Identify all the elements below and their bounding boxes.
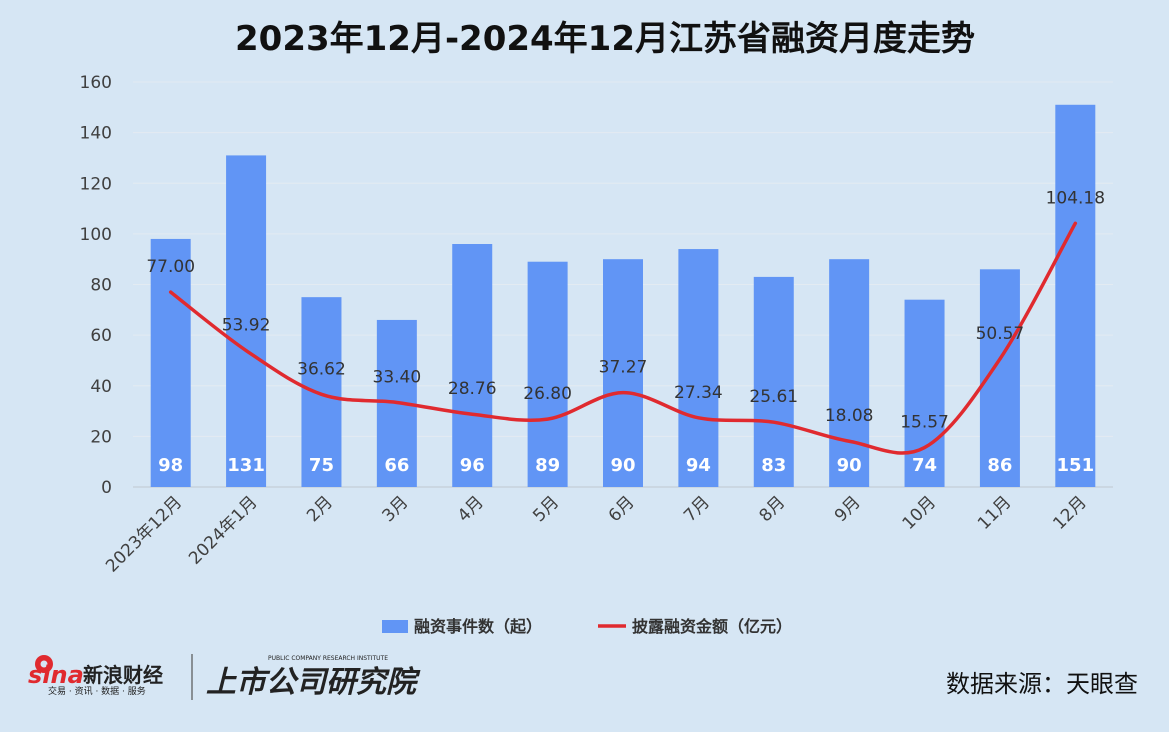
sina-finance-text: 新浪财经 (83, 663, 163, 687)
line-data-label: 27.34 (674, 383, 723, 403)
bar-labels: 98 131 75 66 96 89 90 94 83 90 74 86 151 (158, 455, 1094, 476)
bar (150, 238, 191, 487)
x-tick-label: 8月 (755, 492, 789, 526)
line-data-label: 26.80 (523, 384, 572, 404)
legend-label-bar: 融资事件数（起） (414, 617, 542, 636)
line-data-label: 77.00 (146, 257, 195, 277)
line-data-label: 15.57 (900, 413, 949, 433)
line-data-label: 37.27 (599, 358, 648, 378)
x-tick-label: 4月 (454, 492, 488, 526)
research-institute-en: PUBLIC COMPANY RESEARCH INSTITUTE (268, 655, 388, 662)
sina-wordmark: sina (28, 661, 84, 689)
bar-data-label: 98 (158, 455, 183, 476)
bar-data-label: 90 (610, 455, 635, 476)
legend-label-line: 披露融资金额（亿元） (632, 617, 792, 636)
y-tick-label: 100 (80, 225, 112, 245)
legend-swatch-bar (382, 620, 408, 633)
legend: 融资事件数（起） 披露融资金额（亿元） (382, 617, 792, 636)
y-tick-label: 140 (80, 124, 112, 144)
line-data-label: 25.61 (749, 387, 798, 407)
line-data-label: 33.40 (373, 367, 422, 387)
x-tick-label: 9月 (831, 492, 865, 526)
x-tick-label: 12月 (1049, 492, 1090, 533)
bar (753, 276, 794, 487)
bar-data-label: 83 (761, 455, 786, 476)
bar-data-label: 66 (384, 455, 409, 476)
bar-data-label: 131 (227, 455, 265, 476)
y-tick-label: 120 (80, 174, 112, 194)
bar-data-label: 151 (1057, 455, 1095, 476)
x-tick-label: 10月 (899, 492, 940, 533)
bar-data-label: 75 (309, 455, 334, 476)
x-tick-label: 5月 (529, 492, 563, 526)
y-tick-label: 0 (101, 478, 112, 498)
line-data-label: 50.57 (976, 324, 1025, 344)
line-data-label: 36.62 (297, 359, 346, 379)
bar (1055, 104, 1096, 487)
line-data-label: 18.08 (825, 406, 874, 426)
line-labels: 77.00 53.92 36.62 33.40 28.76 26.80 37.27 27.34… (146, 188, 1105, 432)
line-series (168, 221, 1078, 455)
bar (527, 261, 568, 487)
research-institute-cn: 上市公司研究院 (206, 665, 421, 700)
bar-data-label: 74 (912, 455, 937, 476)
x-tick-label: 6月 (605, 492, 639, 526)
chart-title: 2023年12月-2024年12月江苏省融资月度走势 (235, 19, 975, 59)
y-axis: 0 20 40 60 80 100 120 140 160 (80, 73, 112, 498)
bar-data-label: 96 (460, 455, 485, 476)
line-data-label: 28.76 (448, 379, 497, 399)
bar-data-label: 86 (987, 455, 1012, 476)
bar-data-label: 89 (535, 455, 560, 476)
bar (904, 299, 945, 487)
x-tick-label: 2024年1月 (185, 492, 261, 568)
bar (452, 244, 493, 487)
sina-finance-logo: sina 新浪财经 交易 · 资讯 · 数据 · 服务 (28, 655, 163, 697)
data-source: 数据来源：天眼查 (946, 670, 1138, 698)
bar-series (150, 104, 1096, 487)
line-data-label: 104.18 (1046, 188, 1105, 208)
y-tick-label: 80 (90, 276, 112, 296)
x-tick-label: 3月 (379, 492, 413, 526)
bar (829, 259, 870, 487)
y-tick-label: 20 (90, 427, 112, 447)
bar (301, 297, 342, 487)
research-institute-logo: PUBLIC COMPANY RESEARCH INSTITUTE 上市公司研究… (206, 655, 421, 700)
x-tick-label: 2月 (303, 492, 337, 526)
bar (678, 249, 719, 487)
bar-data-label: 94 (686, 455, 711, 476)
sina-finance-subtext: 交易 · 资讯 · 数据 · 服务 (48, 685, 146, 697)
y-tick-label: 160 (80, 73, 112, 93)
x-tick-label: 7月 (680, 492, 714, 526)
y-tick-label: 60 (90, 326, 112, 346)
bar (226, 155, 267, 487)
line-path (168, 221, 1078, 455)
bar (603, 259, 643, 487)
y-tick-label: 40 (90, 377, 112, 397)
x-tick-label: 11月 (974, 492, 1015, 533)
x-tick-label: 2023年12月 (102, 492, 186, 576)
bar-data-label: 90 (837, 455, 862, 476)
line-data-label: 53.92 (222, 316, 271, 336)
